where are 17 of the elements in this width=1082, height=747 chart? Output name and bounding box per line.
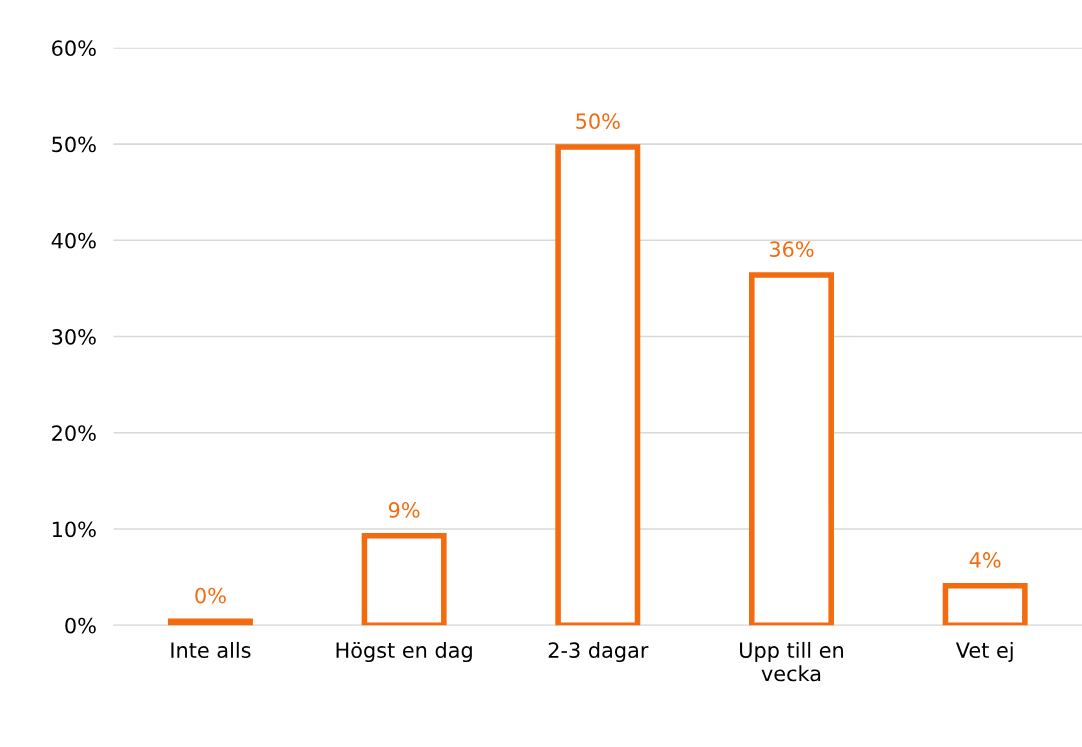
y-tick-label: 60% bbox=[52, 40, 96, 57]
y-tick-label: 10% bbox=[52, 521, 96, 538]
data-label: 4% bbox=[969, 552, 1001, 568]
x-tick-label: Inte alls bbox=[171, 641, 251, 659]
y-tick-label: 30% bbox=[52, 328, 96, 345]
data-label: 50% bbox=[576, 113, 620, 130]
y-tick-label: 20% bbox=[52, 425, 96, 441]
x-tick-label: Upp till en vecka bbox=[740, 641, 843, 682]
data-label: 0% bbox=[195, 587, 226, 604]
x-tick-label: 2-3 dagar bbox=[548, 641, 649, 663]
y-tick-label: 40% bbox=[51, 232, 96, 249]
data-label: 36% bbox=[769, 241, 814, 258]
x-tick-label: Vet ej bbox=[955, 641, 1013, 663]
x-tick-label: Högst en dag bbox=[336, 641, 472, 663]
data-label: 9% bbox=[388, 502, 420, 518]
y-tick-label: 50% bbox=[52, 136, 96, 153]
y-tick-label: 0% bbox=[65, 617, 96, 634]
